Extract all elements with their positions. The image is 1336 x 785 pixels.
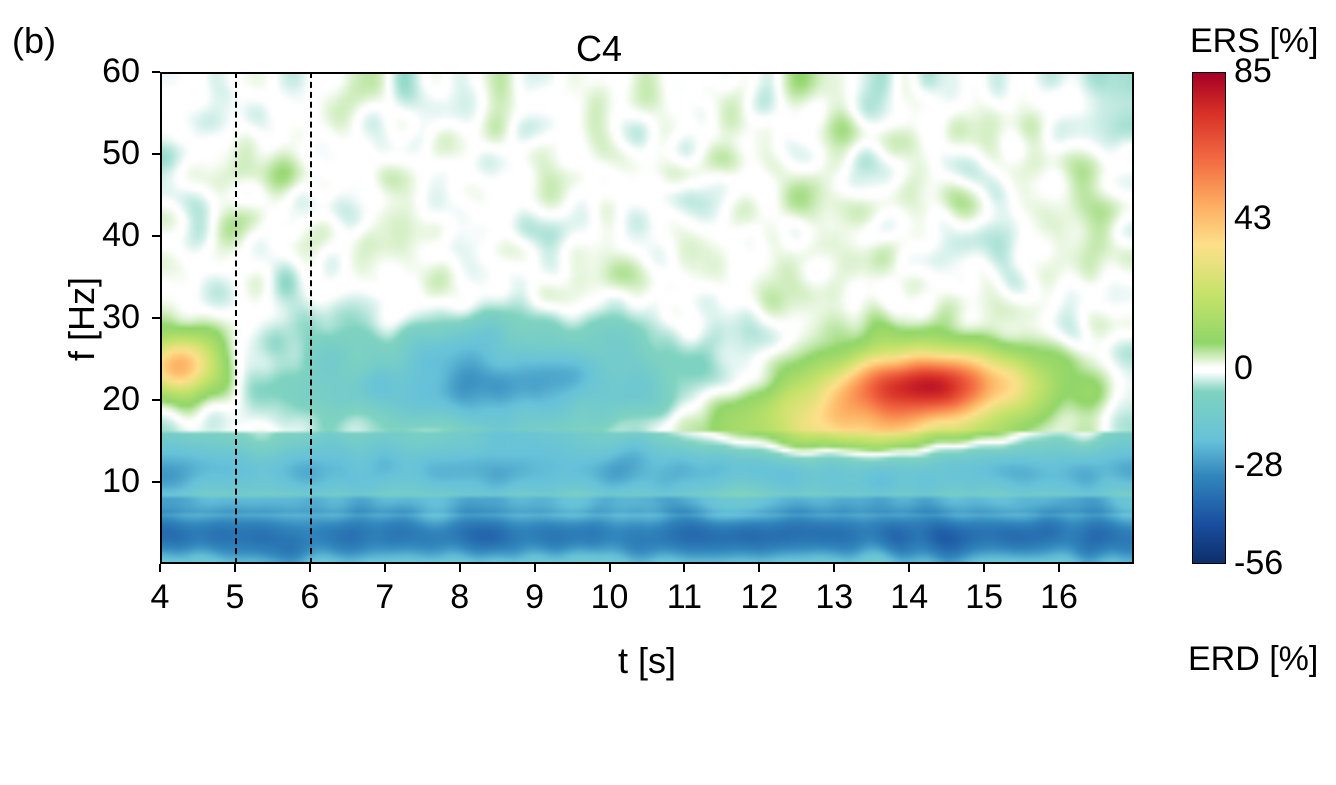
x-tick-label: 6 bbox=[280, 578, 340, 617]
x-tick-mark bbox=[309, 564, 311, 572]
x-tick-label: 15 bbox=[954, 578, 1014, 617]
y-tick-mark bbox=[152, 235, 160, 237]
y-tick-label: 20 bbox=[40, 380, 140, 419]
x-tick-label: 13 bbox=[804, 578, 864, 617]
x-axis-label: t [s] bbox=[618, 640, 676, 682]
x-tick-label: 5 bbox=[205, 578, 265, 617]
y-tick-mark bbox=[152, 153, 160, 155]
colorbar-tick-label: -56 bbox=[1234, 544, 1283, 583]
colorbar-canvas bbox=[1193, 73, 1225, 563]
marker-line bbox=[310, 72, 312, 564]
x-tick-label: 16 bbox=[1029, 578, 1089, 617]
y-tick-label: 60 bbox=[40, 52, 140, 91]
y-tick-mark bbox=[152, 481, 160, 483]
x-tick-label: 14 bbox=[879, 578, 939, 617]
x-tick-mark bbox=[384, 564, 386, 572]
y-tick-label: 10 bbox=[40, 462, 140, 501]
colorbar bbox=[1192, 72, 1226, 564]
colorbar-tick-label: 43 bbox=[1234, 199, 1272, 238]
x-tick-mark bbox=[833, 564, 835, 572]
colorbar-tick-label: 0 bbox=[1234, 349, 1253, 388]
x-tick-label: 4 bbox=[130, 578, 190, 617]
y-tick-label: 40 bbox=[40, 216, 140, 255]
y-tick-label: 50 bbox=[40, 134, 140, 173]
chart-title: C4 bbox=[576, 28, 622, 70]
x-tick-label: 11 bbox=[654, 578, 714, 617]
x-tick-mark bbox=[609, 564, 611, 572]
x-tick-mark bbox=[459, 564, 461, 572]
x-tick-mark bbox=[159, 564, 161, 572]
x-tick-mark bbox=[1058, 564, 1060, 572]
x-tick-mark bbox=[983, 564, 985, 572]
y-tick-mark bbox=[152, 399, 160, 401]
heatmap-plot bbox=[160, 72, 1134, 564]
x-tick-label: 7 bbox=[355, 578, 415, 617]
y-tick-mark bbox=[152, 317, 160, 319]
colorbar-tick-label: 85 bbox=[1234, 52, 1272, 91]
y-tick-label: 30 bbox=[40, 298, 140, 337]
heatmap-canvas bbox=[162, 74, 1132, 562]
x-tick-mark bbox=[234, 564, 236, 572]
x-tick-label: 12 bbox=[729, 578, 789, 617]
x-tick-mark bbox=[534, 564, 536, 572]
colorbar-bottom-label: ERD [%] bbox=[1188, 640, 1318, 679]
x-tick-mark bbox=[683, 564, 685, 572]
x-tick-mark bbox=[758, 564, 760, 572]
x-tick-label: 10 bbox=[580, 578, 640, 617]
y-tick-mark bbox=[152, 71, 160, 73]
colorbar-tick-label: -28 bbox=[1234, 446, 1283, 485]
marker-line bbox=[235, 72, 237, 564]
x-tick-mark bbox=[908, 564, 910, 572]
x-tick-label: 8 bbox=[430, 578, 490, 617]
x-tick-label: 9 bbox=[505, 578, 565, 617]
